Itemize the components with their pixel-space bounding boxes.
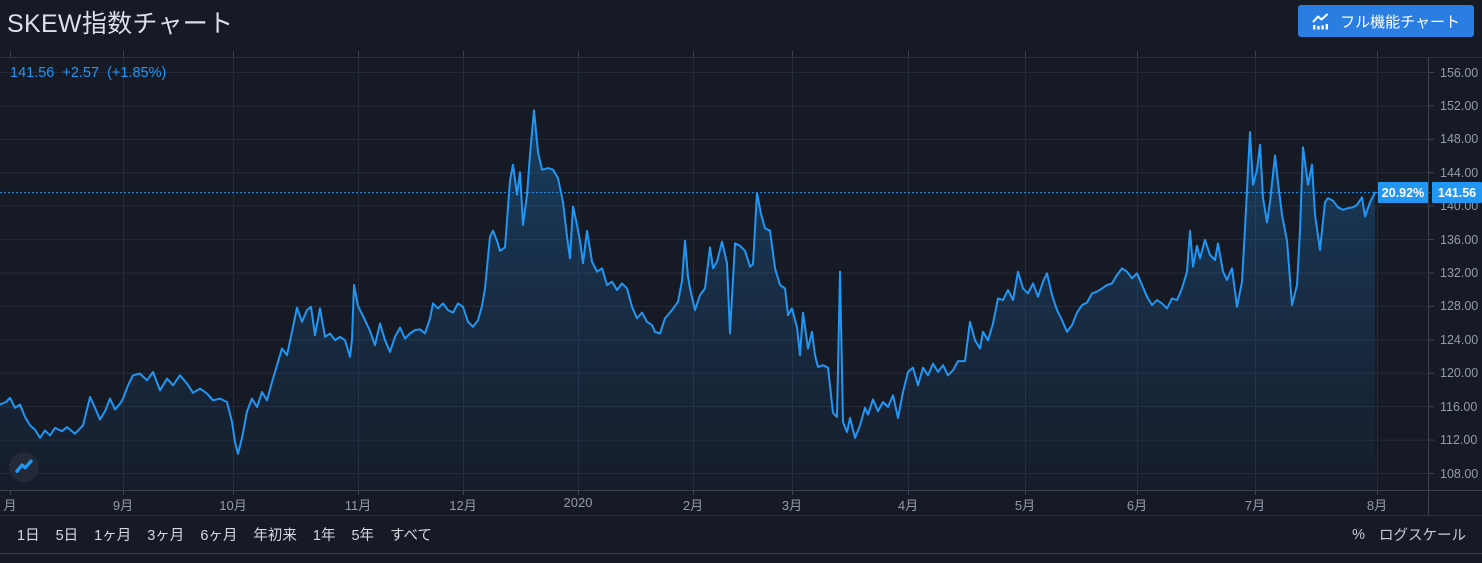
range-button-6[interactable]: 1年 <box>312 528 336 544</box>
header: SKEW指数チャート フル機能チャート <box>0 0 1482 50</box>
range-button-1[interactable]: 5日 <box>55 528 79 544</box>
time-tick-label: 12月 <box>449 498 477 513</box>
time-tick-label: 11月 <box>344 498 372 513</box>
bottom-toolbar: 1日 5日 1ヶ月 3ヶ月 6ヶ月 年初来 1年 5年 すべて % ログスケール <box>0 516 1482 553</box>
series-area <box>0 110 1375 491</box>
price-tick-label: 120.00 <box>1440 366 1479 381</box>
price-tick-label: 148.00 <box>1440 132 1479 147</box>
price-tick-label: 152.00 <box>1440 98 1479 113</box>
log-scale-button[interactable]: ログスケール <box>1379 528 1466 544</box>
time-tick-label: 月 <box>3 498 17 513</box>
time-tick-label: 7月 <box>1244 498 1266 513</box>
price-tick-label: 132.00 <box>1440 266 1479 280</box>
time-tick-label: 4月 <box>897 498 919 513</box>
range-button-2[interactable]: 1ヶ月 <box>94 528 132 544</box>
time-tick-label: 2020 <box>563 495 593 510</box>
range-button-8[interactable]: すべて <box>390 528 432 544</box>
page-title: SKEW指数チャート <box>7 10 234 38</box>
percent-scale-button[interactable]: % <box>1352 526 1365 543</box>
range-button-4[interactable]: 6ヶ月 <box>200 528 238 544</box>
price-tick-label: 144.00 <box>1440 165 1479 180</box>
range-selector: 1日 5日 1ヶ月 3ヶ月 6ヶ月 年初来 1年 5年 すべて <box>0 524 432 545</box>
full-chart-button-label: フル機能チャート <box>1340 13 1460 31</box>
series-line <box>0 109 1376 455</box>
price-tick-label: 128.00 <box>1440 299 1479 314</box>
quote-change-percent: (+1.85%) <box>107 65 167 81</box>
scale-toggles: % ログスケール <box>1352 516 1466 553</box>
range-button-5[interactable]: 年初来 <box>253 528 297 544</box>
current-price-badge: 141.56 <box>1432 182 1482 204</box>
time-tick-label: 10月 <box>219 498 247 513</box>
range-button-0[interactable]: 1日 <box>17 528 40 544</box>
tradingview-logo[interactable] <box>9 452 39 482</box>
price-tick-label: 112.00 <box>1440 433 1478 448</box>
quote-change: +2.57 <box>62 65 100 81</box>
quote-line: 141.56 +2.57 (+1.85%) <box>10 65 166 81</box>
price-tick-label: 156.00 <box>1440 65 1479 80</box>
price-tick-label: 136.00 <box>1440 232 1479 247</box>
full-chart-button[interactable]: フル機能チャート <box>1298 5 1474 37</box>
time-tick-label: 2月 <box>682 498 704 513</box>
range-button-3[interactable]: 3ヶ月 <box>147 528 185 544</box>
time-tick-label: 5月 <box>1014 498 1036 513</box>
price-tick-label: 124.00 <box>1440 332 1479 347</box>
price-tick-label: 108.00 <box>1440 466 1479 481</box>
percent-change-badge: 20.92% <box>1378 182 1428 204</box>
time-tick-label: 8月 <box>1366 498 1388 513</box>
price-tick-label: 116.00 <box>1440 399 1478 414</box>
tradingview-logo-glyph <box>15 459 33 473</box>
time-tick-label: 9月 <box>112 498 134 513</box>
quote-last: 141.56 <box>10 65 55 81</box>
time-tick-label: 3月 <box>781 498 803 513</box>
time-tick-label: 6月 <box>1126 498 1148 513</box>
chart-icon <box>1312 13 1331 30</box>
range-button-7[interactable]: 5年 <box>351 528 375 544</box>
